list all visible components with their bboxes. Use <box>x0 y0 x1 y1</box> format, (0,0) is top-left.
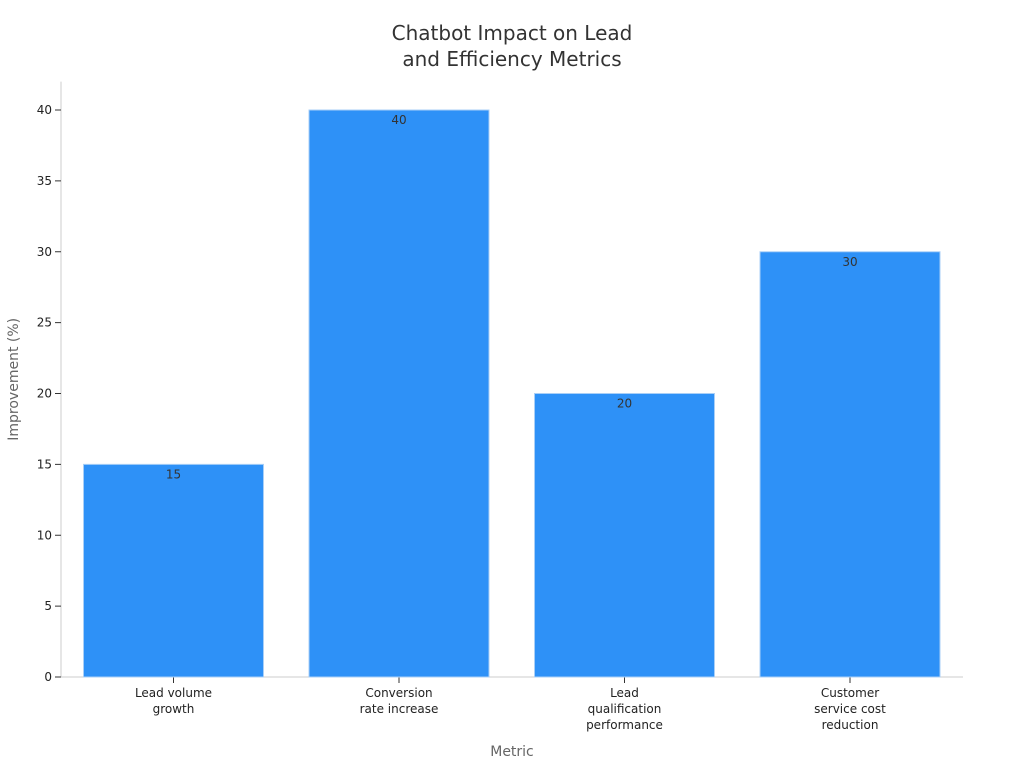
bar-value-label: 40 <box>391 113 406 127</box>
x-tick-label: Lead volume growth <box>135 686 212 716</box>
y-axis-title: Improvement (%) <box>6 318 22 441</box>
bar <box>308 109 490 678</box>
data-labels: 15 40 20 30 <box>166 113 858 481</box>
bar-value-label: 20 <box>617 397 632 411</box>
bar-value-label: 30 <box>842 255 857 269</box>
bar <box>534 393 715 678</box>
bar-value-label: 15 <box>166 467 181 481</box>
bars <box>83 109 941 678</box>
y-tick-label: 40 <box>37 103 52 117</box>
x-axis: Lead volume growth Conversion rate increase… <box>61 676 963 732</box>
x-tick-label: Customer service cost reduction <box>814 686 886 732</box>
y-tick-label: 25 <box>37 316 52 330</box>
chart-title-line: and Efficiency Metrics <box>402 47 621 71</box>
chart-title-line: Chatbot Impact on Lead <box>392 21 633 45</box>
y-tick-label: 20 <box>37 387 52 401</box>
y-tick-label: 10 <box>37 528 52 542</box>
y-axis: 0 5 10 15 20 25 30 35 40 <box>37 81 62 684</box>
bar <box>759 251 941 678</box>
y-tick-label: 35 <box>37 174 52 188</box>
x-tick-label: Conversion rate increase <box>360 686 439 716</box>
bar <box>83 463 264 678</box>
y-tick-label: 5 <box>44 599 52 613</box>
y-tick-label: 30 <box>37 245 52 259</box>
y-tick-label: 15 <box>37 457 52 471</box>
x-axis-title: Metric <box>490 744 534 760</box>
y-tick-label: 0 <box>44 670 52 684</box>
x-tick-label: Lead qualification performance <box>586 686 663 732</box>
